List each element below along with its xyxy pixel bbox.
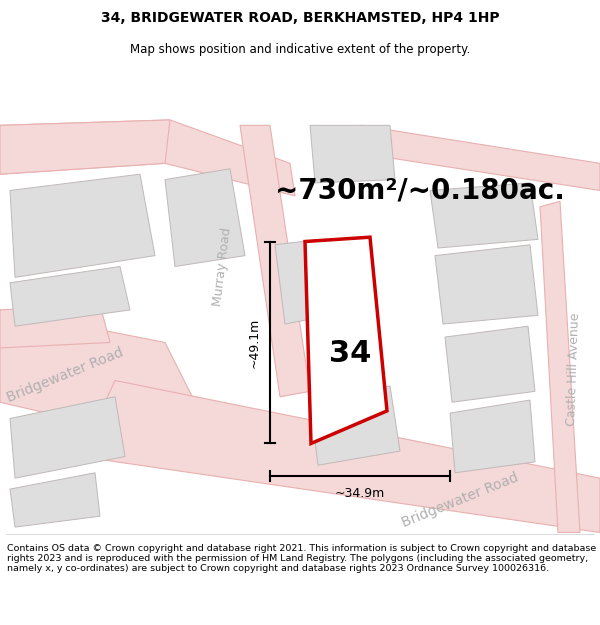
Polygon shape [0, 120, 170, 174]
Polygon shape [10, 397, 125, 478]
Polygon shape [0, 310, 195, 435]
Text: Bridgewater Road: Bridgewater Road [400, 470, 520, 530]
Polygon shape [275, 239, 330, 324]
Polygon shape [0, 120, 295, 196]
Polygon shape [435, 245, 538, 324]
Polygon shape [0, 304, 110, 348]
Polygon shape [310, 386, 400, 465]
Text: Castle Hill Avenue: Castle Hill Avenue [565, 312, 581, 426]
Polygon shape [445, 326, 535, 402]
Text: ~49.1m: ~49.1m [248, 318, 260, 368]
Polygon shape [310, 126, 395, 183]
Polygon shape [80, 381, 600, 532]
Text: ~34.9m: ~34.9m [335, 487, 385, 500]
Polygon shape [240, 126, 310, 397]
Text: 34, BRIDGEWATER ROAD, BERKHAMSTED, HP4 1HP: 34, BRIDGEWATER ROAD, BERKHAMSTED, HP4 1… [101, 11, 499, 26]
Polygon shape [10, 174, 155, 278]
Polygon shape [165, 169, 245, 266]
Polygon shape [450, 400, 535, 472]
Polygon shape [355, 126, 600, 191]
Polygon shape [305, 237, 387, 444]
Text: Map shows position and indicative extent of the property.: Map shows position and indicative extent… [130, 42, 470, 56]
Polygon shape [430, 183, 538, 248]
Text: Murray Road: Murray Road [211, 226, 233, 307]
Polygon shape [10, 472, 100, 527]
Polygon shape [540, 201, 580, 532]
Polygon shape [10, 266, 130, 326]
Text: ~730m²/~0.180ac.: ~730m²/~0.180ac. [275, 176, 565, 204]
Text: 34: 34 [329, 339, 371, 368]
Text: Bridgewater Road: Bridgewater Road [5, 345, 125, 405]
Text: Contains OS data © Crown copyright and database right 2021. This information is : Contains OS data © Crown copyright and d… [7, 544, 596, 573]
